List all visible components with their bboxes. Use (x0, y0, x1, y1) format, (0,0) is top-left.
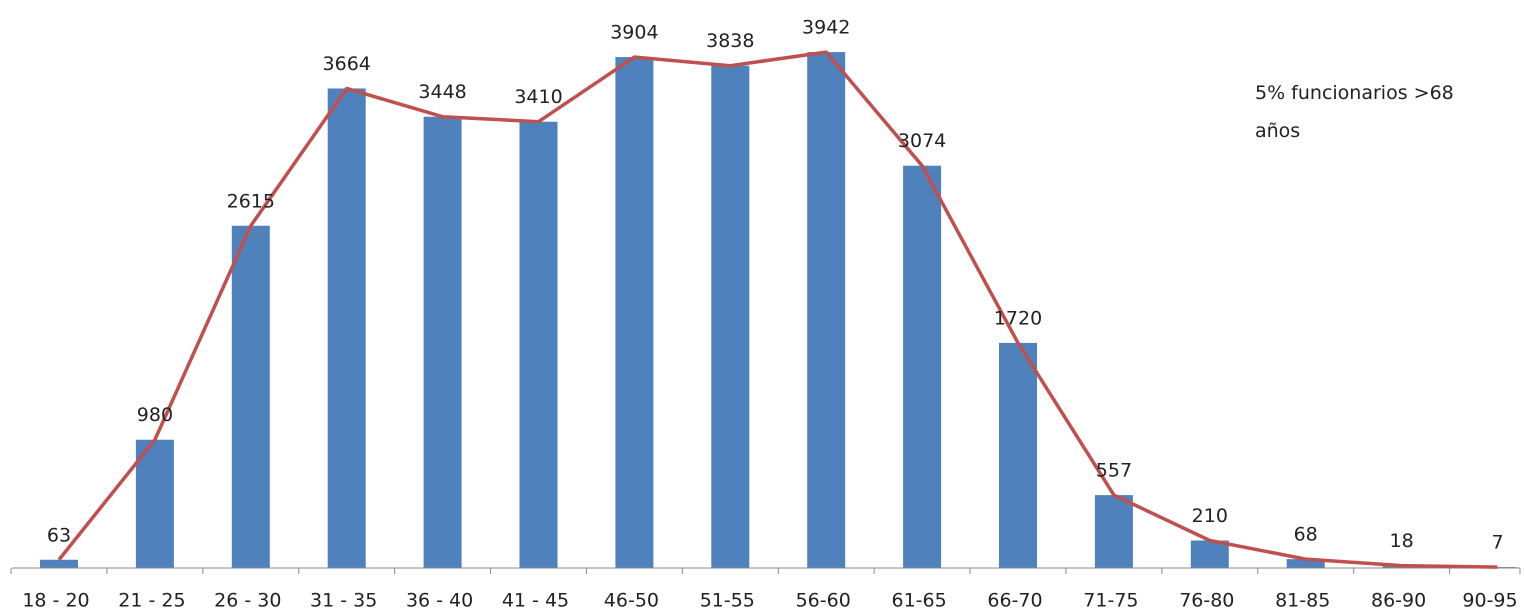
bar (615, 57, 654, 568)
x-tick-label: 18 - 20 (22, 590, 89, 612)
data-label: 3904 (610, 22, 658, 44)
trend-line (57, 50, 1498, 569)
data-label: 557 (1096, 460, 1132, 482)
bar (903, 165, 942, 568)
data-label: 980 (137, 404, 173, 426)
data-label: 1720 (994, 307, 1042, 329)
x-tick-label: 86-90 (1371, 590, 1426, 612)
x-tick-label: 31 - 35 (310, 590, 377, 612)
bar (40, 559, 78, 568)
x-tick-label: 36 - 40 (406, 590, 473, 612)
bar (327, 88, 366, 568)
x-tick-label: 21 - 25 (118, 590, 185, 612)
bar (1094, 495, 1133, 568)
bar (231, 225, 270, 568)
data-label: 3664 (323, 53, 371, 75)
bar (711, 65, 750, 569)
bar (519, 121, 558, 568)
bar (423, 116, 462, 568)
x-tick-label: 46-50 (604, 590, 659, 612)
bar (1286, 559, 1325, 568)
x-tick-label: 26 - 30 (214, 590, 281, 612)
x-tick-label: 56-60 (796, 590, 851, 612)
data-label: 7 (1491, 532, 1503, 554)
bar (807, 52, 846, 568)
data-label: 3942 (802, 17, 850, 39)
data-label: 68 (1294, 524, 1318, 546)
data-label: 3074 (898, 130, 946, 152)
x-tick-label: 41 - 45 (502, 590, 569, 612)
data-label: 3410 (514, 86, 562, 108)
x-tick-label: 66-70 (987, 590, 1042, 612)
x-tick-label: 61-65 (891, 590, 946, 612)
x-tick-label: 81-85 (1275, 590, 1330, 612)
data-label: 210 (1192, 505, 1228, 527)
data-label: 63 (47, 524, 71, 546)
data-label: 2615 (227, 190, 275, 212)
bar (999, 342, 1037, 568)
x-tick-label: 71-75 (1083, 590, 1138, 612)
data-label: 3838 (706, 30, 754, 52)
bar (1190, 540, 1229, 568)
x-tick-label: 76-80 (1179, 590, 1234, 612)
data-label: 3448 (418, 81, 466, 103)
x-tick-label: 51-55 (700, 590, 755, 612)
annotation: 5% funcionarios >68 años (1255, 82, 1454, 142)
x-tick-label: 90-95 (1462, 590, 1517, 612)
data-label: 18 (1390, 530, 1414, 552)
bar (135, 439, 174, 568)
